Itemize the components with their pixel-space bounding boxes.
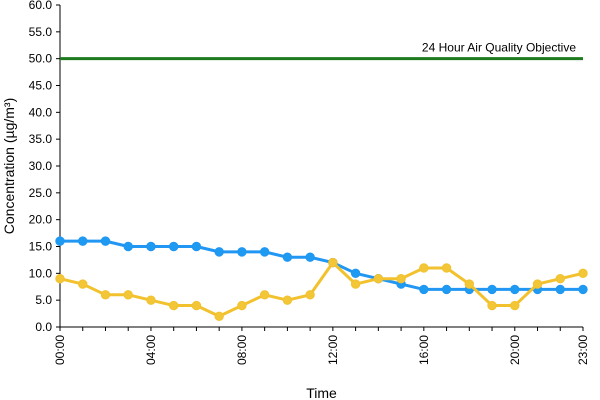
data-point xyxy=(328,257,338,268)
data-point xyxy=(146,295,156,305)
y-tick-label: 55.0 xyxy=(29,25,53,39)
y-tick-label: 35.0 xyxy=(29,132,53,146)
x-tick-label: 08:00 xyxy=(235,335,249,365)
y-tick-labels: 0.0 5.0 10.0 15.0 20.0 25.0 30.0 35.0 40.0 45.0 50… xyxy=(29,0,60,334)
y-axis-title: Concentration (µg/m³) xyxy=(1,98,17,234)
y-tick-label: 30.0 xyxy=(29,159,53,173)
data-point xyxy=(464,279,475,289)
reference-line-label: 24 Hour Air Quality Objective xyxy=(422,41,576,55)
series-1 xyxy=(55,236,588,295)
y-tick-label: 0.0 xyxy=(35,320,52,334)
data-point xyxy=(487,284,497,295)
data-point xyxy=(55,274,65,284)
series-group xyxy=(55,236,588,321)
data-point xyxy=(487,300,497,311)
data-point xyxy=(555,284,565,295)
x-tick-label: 16:00 xyxy=(417,335,431,365)
data-point xyxy=(100,236,111,246)
data-point xyxy=(123,290,133,300)
y-tick-label: 50.0 xyxy=(29,52,53,66)
y-tick-label: 5.0 xyxy=(35,293,52,307)
x-tick-label: 23:00 xyxy=(576,335,590,365)
data-point xyxy=(78,279,88,289)
data-point xyxy=(350,279,361,289)
data-point xyxy=(191,300,202,311)
data-point xyxy=(214,311,224,321)
data-point xyxy=(146,241,156,252)
x-axis-title: Time xyxy=(306,385,337,400)
data-point xyxy=(123,241,133,252)
x-tick-label: 04:00 xyxy=(144,335,158,365)
reference-line-group: 24 Hour Air Quality Objective xyxy=(60,41,583,61)
x-tick-label: 20:00 xyxy=(508,335,522,365)
y-tick-label: 45.0 xyxy=(29,79,53,93)
series-line xyxy=(60,239,583,291)
x-tick-label: 00:00 xyxy=(53,335,67,365)
data-point xyxy=(441,263,452,273)
data-point xyxy=(259,290,270,300)
data-point xyxy=(578,268,588,279)
y-tick-label: 15.0 xyxy=(29,240,53,254)
data-point xyxy=(532,279,543,289)
x-tick-labels: 00:00 04:00 08:00 12:00 16:00 20:00 23:00 xyxy=(53,327,590,365)
data-point xyxy=(396,274,406,284)
data-point xyxy=(419,263,429,273)
y-tick-label: 40.0 xyxy=(29,105,53,119)
y-tick-label: 60.0 xyxy=(29,0,53,12)
series-2 xyxy=(55,257,588,321)
data-point xyxy=(168,300,179,311)
data-point xyxy=(510,284,520,295)
data-point xyxy=(78,236,88,246)
data-point xyxy=(259,247,270,257)
data-point xyxy=(100,290,111,300)
data-point xyxy=(55,236,65,246)
data-point xyxy=(373,274,384,284)
data-point xyxy=(237,300,247,311)
x-tick-label: 12:00 xyxy=(326,335,340,365)
data-point xyxy=(510,300,520,311)
y-tick-label: 25.0 xyxy=(29,186,53,200)
data-point xyxy=(578,284,588,295)
data-point xyxy=(282,295,293,305)
y-tick-label: 10.0 xyxy=(29,266,53,280)
data-point xyxy=(350,268,361,279)
data-point xyxy=(168,241,179,252)
data-point xyxy=(214,247,224,257)
data-point xyxy=(555,274,565,284)
data-point xyxy=(305,290,315,300)
data-point xyxy=(282,252,293,262)
data-point xyxy=(441,284,452,295)
data-point xyxy=(191,241,202,252)
data-point xyxy=(237,247,247,257)
y-tick-label: 20.0 xyxy=(29,213,53,227)
data-point xyxy=(305,252,315,262)
data-point xyxy=(419,284,429,295)
